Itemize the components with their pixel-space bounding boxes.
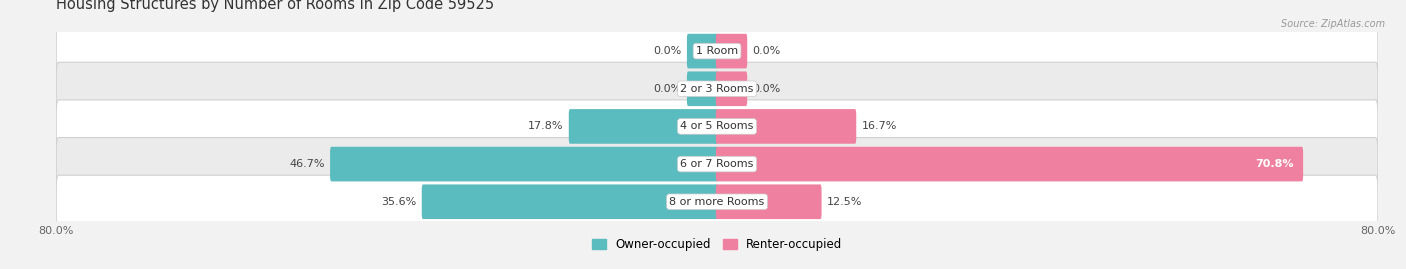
FancyBboxPatch shape: [56, 137, 1378, 191]
Text: 35.6%: 35.6%: [381, 197, 416, 207]
Text: 0.0%: 0.0%: [654, 84, 682, 94]
FancyBboxPatch shape: [716, 109, 856, 144]
Text: 16.7%: 16.7%: [862, 121, 897, 132]
FancyBboxPatch shape: [56, 100, 1378, 153]
FancyBboxPatch shape: [716, 147, 1303, 181]
Text: 8 or more Rooms: 8 or more Rooms: [669, 197, 765, 207]
FancyBboxPatch shape: [716, 34, 747, 68]
Text: 17.8%: 17.8%: [527, 121, 564, 132]
FancyBboxPatch shape: [688, 34, 718, 68]
FancyBboxPatch shape: [330, 147, 718, 181]
Text: 0.0%: 0.0%: [752, 84, 780, 94]
Text: 0.0%: 0.0%: [654, 46, 682, 56]
Text: 46.7%: 46.7%: [290, 159, 325, 169]
Text: 4 or 5 Rooms: 4 or 5 Rooms: [681, 121, 754, 132]
Text: 12.5%: 12.5%: [827, 197, 862, 207]
FancyBboxPatch shape: [56, 175, 1378, 228]
FancyBboxPatch shape: [716, 185, 821, 219]
FancyBboxPatch shape: [56, 62, 1378, 115]
FancyBboxPatch shape: [569, 109, 718, 144]
Text: 70.8%: 70.8%: [1256, 159, 1294, 169]
Text: 2 or 3 Rooms: 2 or 3 Rooms: [681, 84, 754, 94]
FancyBboxPatch shape: [56, 24, 1378, 78]
FancyBboxPatch shape: [422, 185, 718, 219]
Legend: Owner-occupied, Renter-occupied: Owner-occupied, Renter-occupied: [586, 234, 848, 256]
Text: 0.0%: 0.0%: [752, 46, 780, 56]
FancyBboxPatch shape: [688, 72, 718, 106]
Text: Housing Structures by Number of Rooms in Zip Code 59525: Housing Structures by Number of Rooms in…: [56, 0, 495, 12]
FancyBboxPatch shape: [716, 72, 747, 106]
Text: Source: ZipAtlas.com: Source: ZipAtlas.com: [1281, 19, 1385, 29]
Text: 1 Room: 1 Room: [696, 46, 738, 56]
Text: 6 or 7 Rooms: 6 or 7 Rooms: [681, 159, 754, 169]
